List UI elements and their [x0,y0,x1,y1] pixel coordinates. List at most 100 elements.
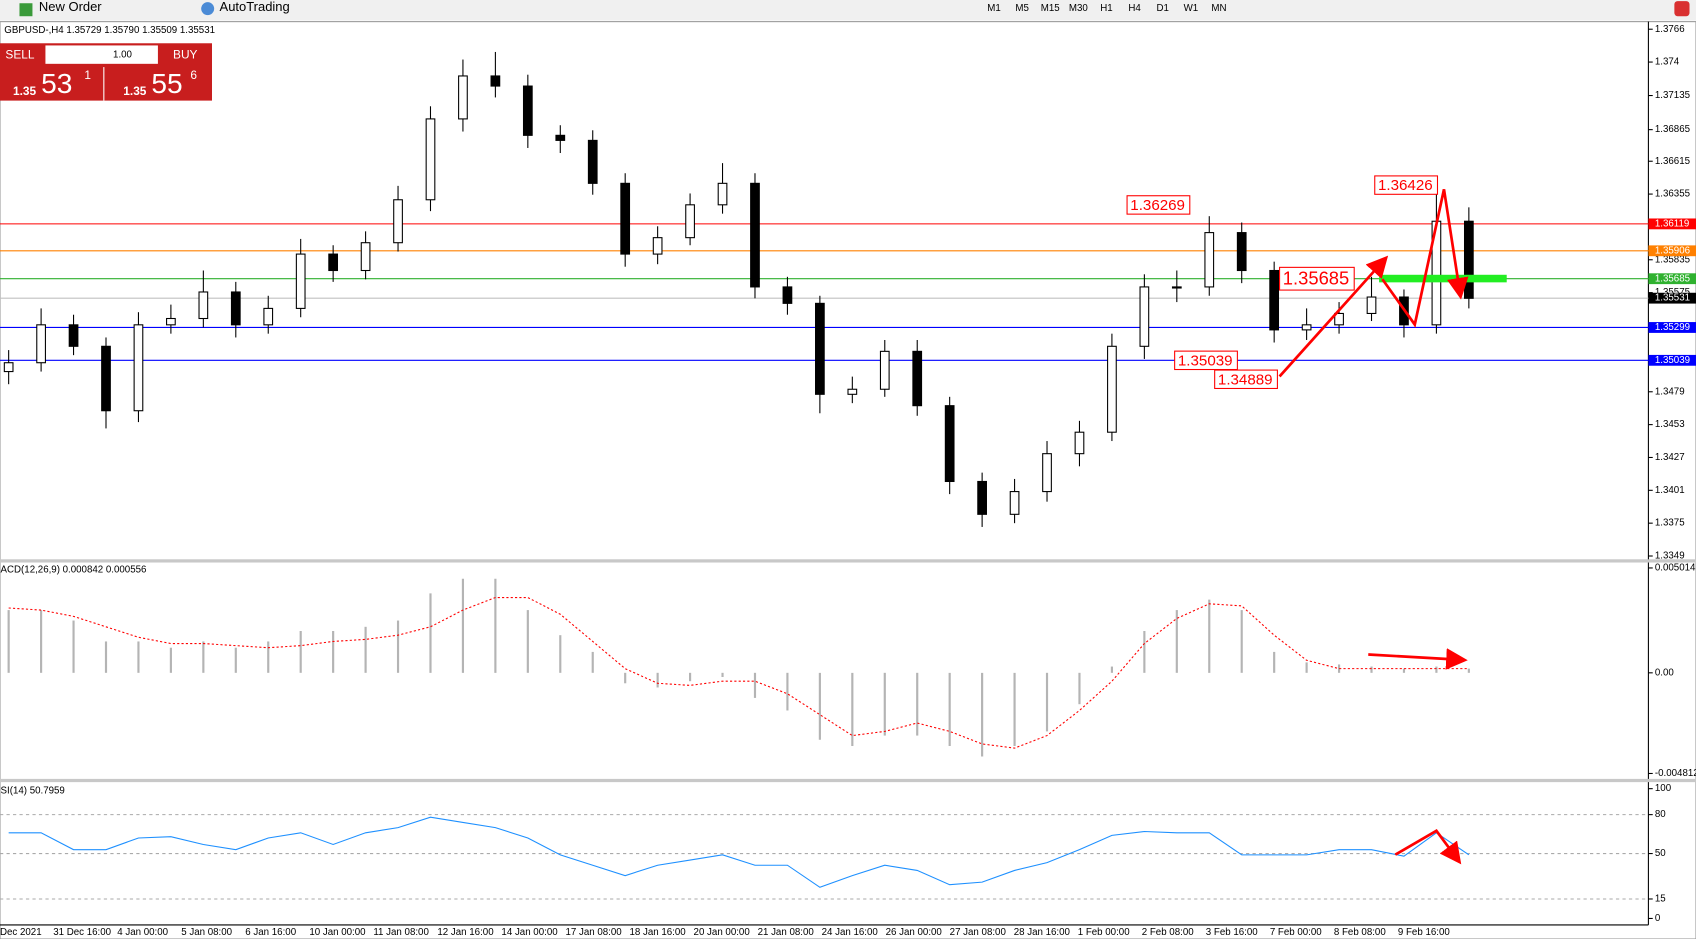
price-level-label: 1.35685 [1655,273,1690,284]
candle-body [879,350,890,390]
price-level-tag [1648,354,1696,366]
candle-body [1074,431,1085,455]
y-tick-label: -0.004812 [1655,768,1696,779]
rsi-line [8,816,1470,888]
y-tick-label: 1.3766 [1655,24,1685,35]
sell-button[interactable]: SELL [5,47,34,61]
timeframe-button[interactable]: M15 [1041,3,1060,14]
x-tick-label: 28 Jan 16:00 [1014,927,1071,938]
candle-body [458,75,468,120]
lot-value[interactable]: 1.00 [113,50,133,61]
price-annotation: 1.35039 [1178,352,1233,369]
x-tick-label: 1 Feb 00:00 [1078,927,1130,938]
drawn-arrow [1381,189,1469,328]
price-annotation-box [1214,369,1278,390]
price-annotation-box [1374,175,1439,195]
price-annotation: 1.36269 [1130,197,1185,214]
candle-body [782,286,793,304]
y-tick-label: 0.00 [1655,667,1675,678]
price-level-label: 1.35039 [1655,355,1690,366]
y-tick-label: 1.36615 [1655,156,1690,167]
timeframe-button[interactable]: W1 [1184,3,1199,14]
candle-body [652,237,663,255]
autotrading-button[interactable]: AutoTrading [220,0,290,14]
timeframe-button[interactable]: D1 [1157,3,1169,14]
y-tick-label: 1.37135 [1655,90,1690,101]
price-level-label: 1.35906 [1655,245,1690,256]
price-level-tag [1648,273,1696,285]
drawn-arrow [1278,255,1389,378]
candle-body [912,350,923,407]
candle-body [425,118,436,201]
candle-body [1269,269,1280,331]
highlight-bar [1379,274,1507,283]
candle-body [555,134,566,141]
y-tick-label: 1.3479 [1655,386,1685,397]
price-level-tag [1648,218,1696,230]
x-tick-label: 24 Jan 16:00 [822,927,879,938]
candle-body [815,302,825,395]
sell-price-fraction[interactable]: 1 [84,68,91,82]
timeframe-button[interactable]: MN [1211,3,1226,14]
candle-body [263,307,274,326]
autotrading-icon[interactable] [201,2,215,16]
candle-body [133,324,144,412]
timeframe-button[interactable]: M5 [1015,3,1029,14]
candle-body [1463,220,1474,299]
candle-body [393,199,403,244]
y-tick-label: 1.374 [1655,57,1680,68]
rsi-title: RSI(14) 50.7959 [0,785,65,796]
x-tick-label: 27 Jan 08:00 [950,927,1007,938]
price-annotation-box [1174,350,1238,371]
price-level-label: 1.36119 [1655,218,1689,229]
lot-input[interactable] [45,45,158,64]
new-order-button[interactable]: New Order [39,0,102,14]
candle-body [1301,324,1312,331]
y-tick-label: 0.005014 [1655,563,1696,574]
buy-price-pips[interactable]: 55 [151,68,182,99]
x-tick-label: 26 Jan 00:00 [886,927,943,938]
candle-body [1334,312,1344,326]
panel-separator [0,778,1696,783]
price-level-tag [1648,245,1696,257]
symbol-info: GBPUSD-,H4 1.35729 1.35790 1.35509 1.355… [4,25,215,36]
candle-body [360,242,371,272]
price-annotation-box [1126,195,1191,215]
candle-body [1009,491,1020,515]
last-price-tag [1648,292,1696,304]
sell-price-big[interactable]: 1.35 [13,84,37,98]
x-tick-label: 7 Feb 00:00 [1270,927,1322,938]
y-tick-label: 80 [1655,809,1666,820]
candle-body [68,324,79,347]
buy-price-fraction[interactable]: 6 [190,68,197,82]
toolbar [0,0,1696,21]
macd-signal-line [8,596,1469,749]
buy-button[interactable]: BUY [173,47,197,61]
buy-price-big[interactable]: 1.35 [123,84,147,98]
price-annotation: 1.36426 [1378,177,1433,194]
y-tick-label: 15 [1655,894,1666,905]
timeframe-button[interactable]: M30 [1069,3,1088,14]
timeframe-button[interactable]: M1 [987,3,1001,14]
candle-body [3,362,14,373]
drawn-arrow [1368,648,1468,670]
last-price-label: 1.35531 [1655,293,1690,304]
candle-body [750,182,760,288]
candle-body [490,75,501,87]
price-annotation: 1.34889 [1218,371,1273,388]
timeframe-button[interactable]: H1 [1100,3,1112,14]
x-tick-label: 18 Jan 16:00 [630,927,687,938]
candle-body [587,139,598,184]
x-tick-label: 2 Feb 08:00 [1142,927,1194,938]
timeframe-button[interactable]: H4 [1128,3,1141,14]
candle-body [685,204,695,239]
new-order-icon[interactable] [19,3,33,17]
y-tick-label: 1.3375 [1655,518,1685,529]
y-tick-label: 1.35835 [1655,254,1690,265]
x-tick-label: 31 Dec 16:00 [53,927,111,938]
x-tick-label: 21 Jan 08:00 [758,927,815,938]
sell-price-pips[interactable]: 53 [41,68,72,99]
price-level-label: 1.35299 [1655,322,1690,333]
alert-icon[interactable] [1674,1,1690,17]
candle-body [166,317,176,326]
